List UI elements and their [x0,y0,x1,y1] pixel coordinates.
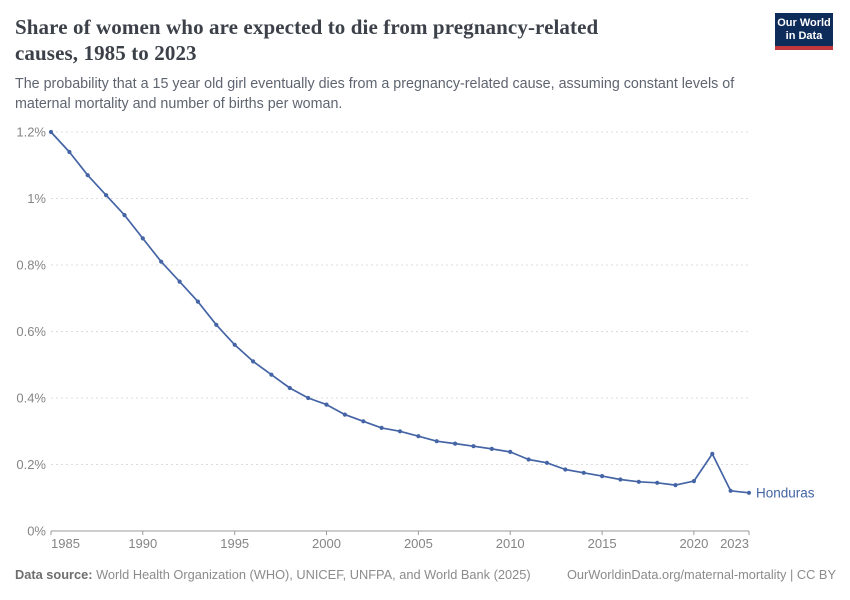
owid-logo[interactable]: Our World in Data [775,13,833,50]
data-point-marker[interactable] [691,479,697,484]
y-axis-tick-label: 0.4% [16,391,46,406]
data-point-marker[interactable] [416,434,421,439]
data-point-marker[interactable] [471,444,476,449]
data-point-marker[interactable] [673,483,678,488]
data-source-note[interactable]: Data source: World Health Organization (… [15,567,531,582]
chart-title-line-2: causes, 1985 to 2023 [15,41,197,65]
data-point-marker[interactable] [434,439,439,444]
data-point-marker[interactable] [306,395,311,401]
data-point-marker[interactable] [655,480,660,485]
data-point-marker[interactable] [453,441,458,446]
data-point-marker[interactable] [104,193,109,198]
data-point-marker[interactable] [710,451,715,456]
y-axis-tick-label: 0.2% [16,457,46,472]
data-point-marker[interactable] [563,467,568,472]
x-axis-tick-label: 2015 [588,536,617,551]
y-axis-tick-label: 0% [27,524,46,539]
y-axis-tick-label: 0.8% [16,258,46,273]
data-point-marker[interactable] [544,460,550,465]
data-point-marker[interactable] [251,359,256,364]
x-axis-tick-label: 2000 [312,536,341,551]
line-chart-plot-area[interactable]: 0% 0.2% 0.4% 0.6% 0.8% 1% 1.2% 1985 1990 1995 2000… [0,108,850,558]
data-point-marker[interactable] [195,299,200,304]
data-point-marker[interactable] [342,412,347,417]
data-point-marker[interactable] [232,342,237,347]
data-point-marker[interactable] [581,470,586,475]
data-source-text: World Health Organization (WHO), UNICEF,… [92,567,531,582]
x-axis-tick-label: 1995 [220,536,249,551]
x-axis-tick-label: 2023 [720,536,749,551]
y-axis-tick-label: 0.6% [16,324,46,339]
data-point-marker[interactable] [618,477,623,482]
y-axis-tick-label: 1% [27,191,46,206]
data-point-marker[interactable] [67,149,72,155]
data-point-marker[interactable] [287,385,292,391]
chart-title-line-1: Share of women who are expected to die f… [15,15,599,39]
data-point-marker[interactable] [140,236,145,241]
owid-url-license-link[interactable]: OurWorldinData.org/maternal-mortality | … [566,567,836,582]
data-source-label: Data source: [15,567,93,582]
data-point-marker[interactable] [324,402,329,407]
chart-title: Share of women who are expected to die f… [15,14,735,66]
x-axis-tick-label: 2005 [404,536,433,551]
x-axis-tick-label: 1990 [128,536,157,551]
chart-subtitle-line-2: maternal mortality and number of births … [15,95,343,112]
trend-line[interactable] [50,131,750,494]
data-point-marker[interactable] [636,479,641,484]
chart-subtitle-line-1: The probability that a 15 year old girl … [15,76,735,92]
data-point-marker[interactable] [508,449,513,454]
entity-label[interactable]: Honduras [756,485,815,500]
data-point-marker[interactable] [159,259,164,264]
y-axis-tick-label: 1.2% [16,125,46,140]
chart-subtitle: The probability that a 15 year old girl … [15,75,785,114]
data-point-marker[interactable] [122,213,127,218]
owid-logo-line-2: in Data [785,30,823,42]
data-point-marker[interactable] [214,322,219,327]
data-point-marker[interactable] [85,173,90,178]
data-point-marker[interactable] [489,446,494,451]
data-point-marker[interactable] [728,488,733,493]
data-point-marker[interactable] [379,425,384,430]
data-point-marker[interactable] [600,474,605,479]
x-axis-tick-label: 2020 [679,536,708,551]
data-point-marker[interactable] [361,419,366,424]
data-point-marker[interactable] [526,457,531,462]
data-point-marker[interactable] [48,129,54,135]
x-axis-tick-label: 1985 [51,536,80,551]
x-axis-tick-label: 2010 [496,536,525,551]
data-point-marker[interactable] [177,279,182,284]
owid-logo-line-1: Our World [777,17,831,29]
data-point-marker[interactable] [746,490,752,495]
data-point-marker[interactable] [269,372,274,377]
data-point-marker[interactable] [397,429,403,434]
